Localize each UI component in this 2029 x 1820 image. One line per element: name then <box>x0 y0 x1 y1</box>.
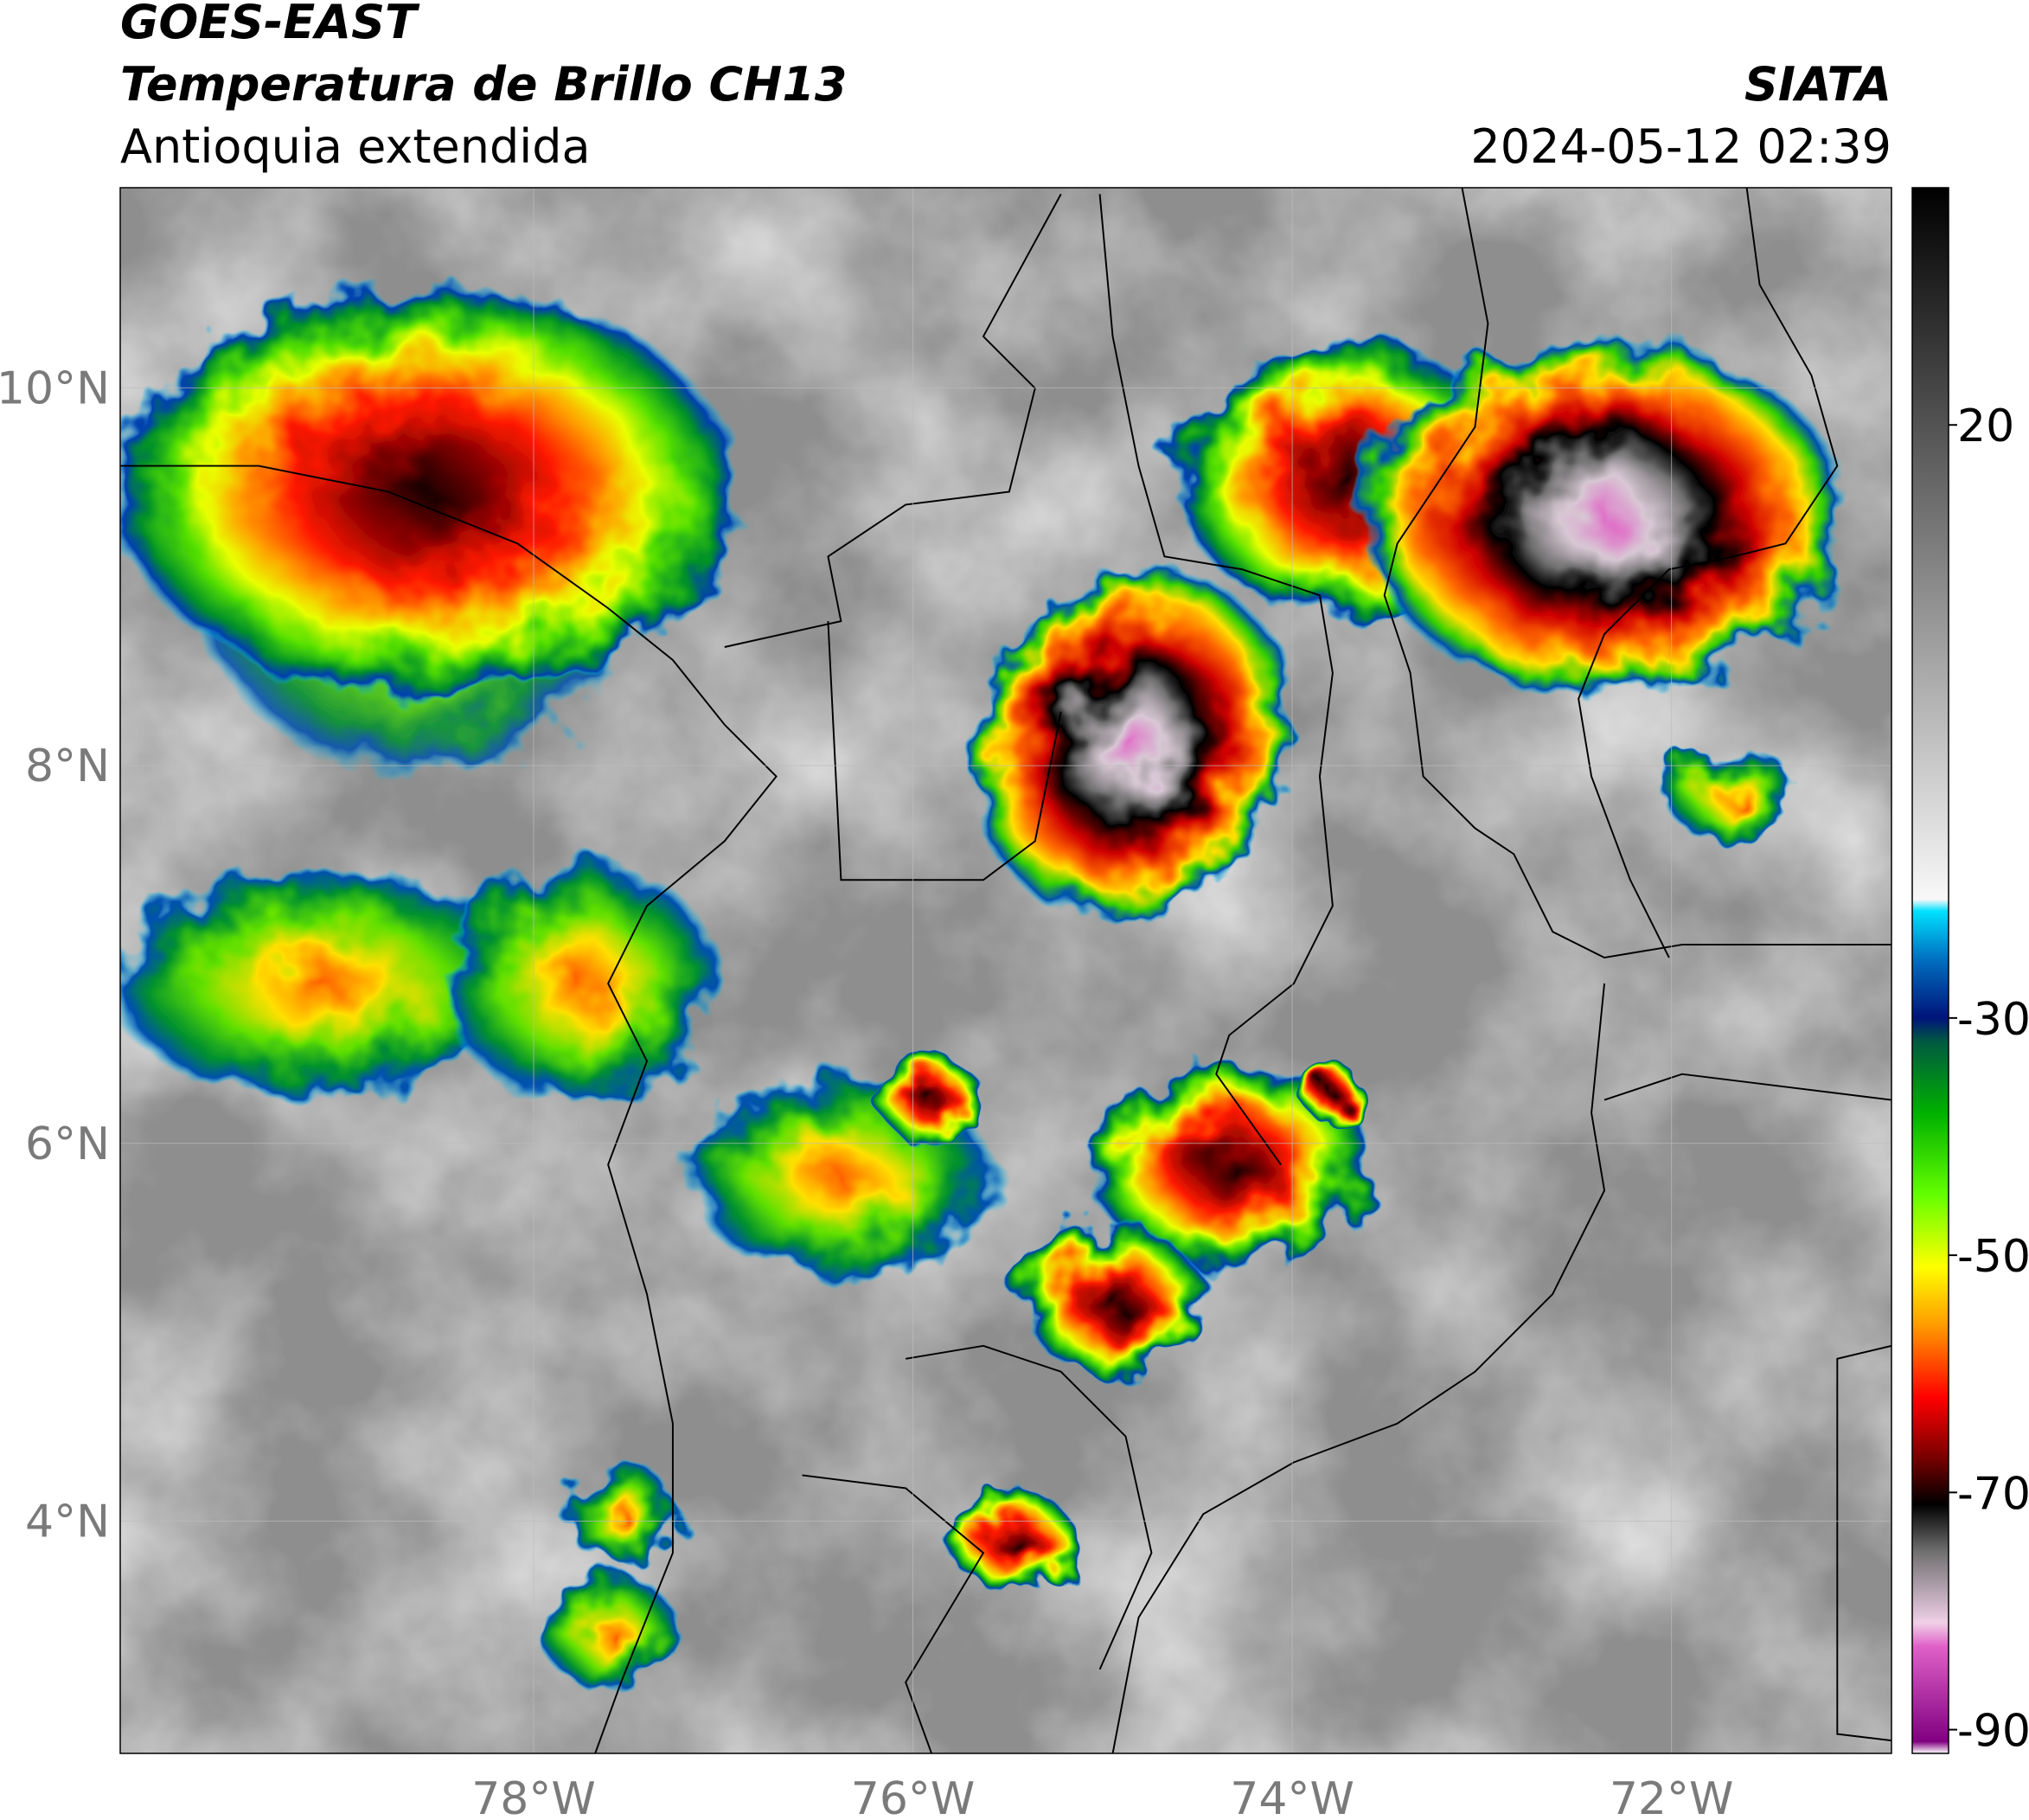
colorbar-tick-label: -70 <box>1957 1468 2029 1520</box>
region: Antioquia extendida <box>120 119 591 174</box>
y-tick-label: 10°N <box>0 362 110 414</box>
borders <box>120 188 1891 1753</box>
axes: 78°W 76°W 74°W 72°W 4°N 6°N 8°N 10°N <box>0 362 1734 1820</box>
timestamp: 2024-05-12 02:39 <box>1470 119 1891 174</box>
colorbar: -90 -70 -50 -30 20 <box>1911 187 2029 1758</box>
y-tick-label: 4°N <box>25 1496 110 1548</box>
y-tick-label: 6°N <box>25 1118 110 1170</box>
map-frame <box>119 187 1892 1754</box>
y-tick-label: 8°N <box>25 740 110 792</box>
subtitle: Temperatura de Brillo CH13 <box>120 57 848 112</box>
map-image <box>120 188 1891 1753</box>
x-tick-label: 78°W <box>471 1773 596 1817</box>
source: SIATA <box>1744 57 1891 112</box>
title: GOES-EAST <box>120 0 420 49</box>
x-tick-label: 76°W <box>851 1773 976 1817</box>
colorbar-tick-label: -90 <box>1957 1706 2029 1758</box>
x-tick-label: 74°W <box>1230 1773 1354 1817</box>
x-tick-label: 72°W <box>1610 1773 1734 1817</box>
grid <box>120 188 1891 1753</box>
colorbar-tick-label: -50 <box>1957 1231 2029 1283</box>
colorbar-tick-label: 20 <box>1957 401 2014 452</box>
colorbar-scale <box>1911 187 1949 1754</box>
colorbar-tick-label: -30 <box>1957 994 2029 1046</box>
